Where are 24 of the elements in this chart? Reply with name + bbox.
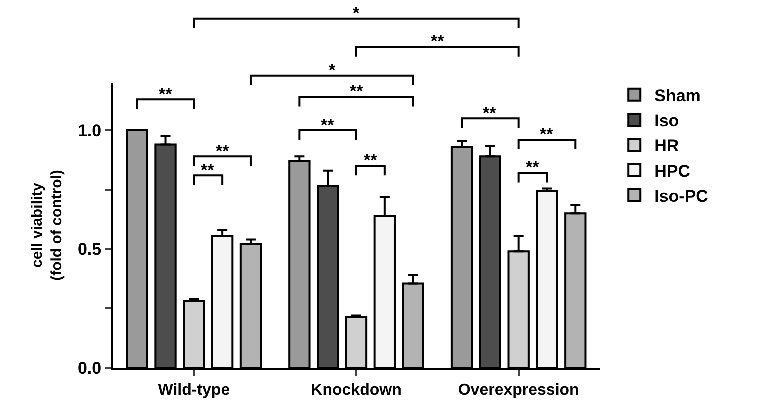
legend-label: HR (654, 136, 680, 156)
text: * (353, 4, 360, 23)
x-tick-label: Overexpression (458, 382, 580, 400)
y-tick-label: 0.0 (78, 358, 102, 378)
text: * (329, 61, 336, 80)
annotation: ** (483, 104, 497, 123)
annotation: ** (159, 85, 173, 104)
annotation: ** (321, 116, 335, 135)
x-tick-label: Wild-type (158, 382, 230, 400)
y-tick-label: 0.5 (78, 240, 102, 260)
legend-label: Iso-PC (654, 186, 708, 206)
annotation: ** (526, 158, 540, 177)
legend-label: Iso (654, 112, 680, 131)
legend-label: Sham (654, 86, 701, 106)
legend-label: HPC (654, 162, 691, 181)
annotation: ** (540, 125, 554, 144)
x-tick-label: Knockdown (311, 382, 402, 400)
text: ** (431, 32, 445, 51)
annotation: ** (216, 142, 230, 161)
y-tick-label: 1.0 (78, 121, 102, 140)
annotation: ** (201, 161, 215, 180)
y-axis-title: cell viability (fold of control) (29, 170, 66, 281)
annotation: ** (364, 151, 378, 170)
annotation: ** (350, 82, 364, 101)
